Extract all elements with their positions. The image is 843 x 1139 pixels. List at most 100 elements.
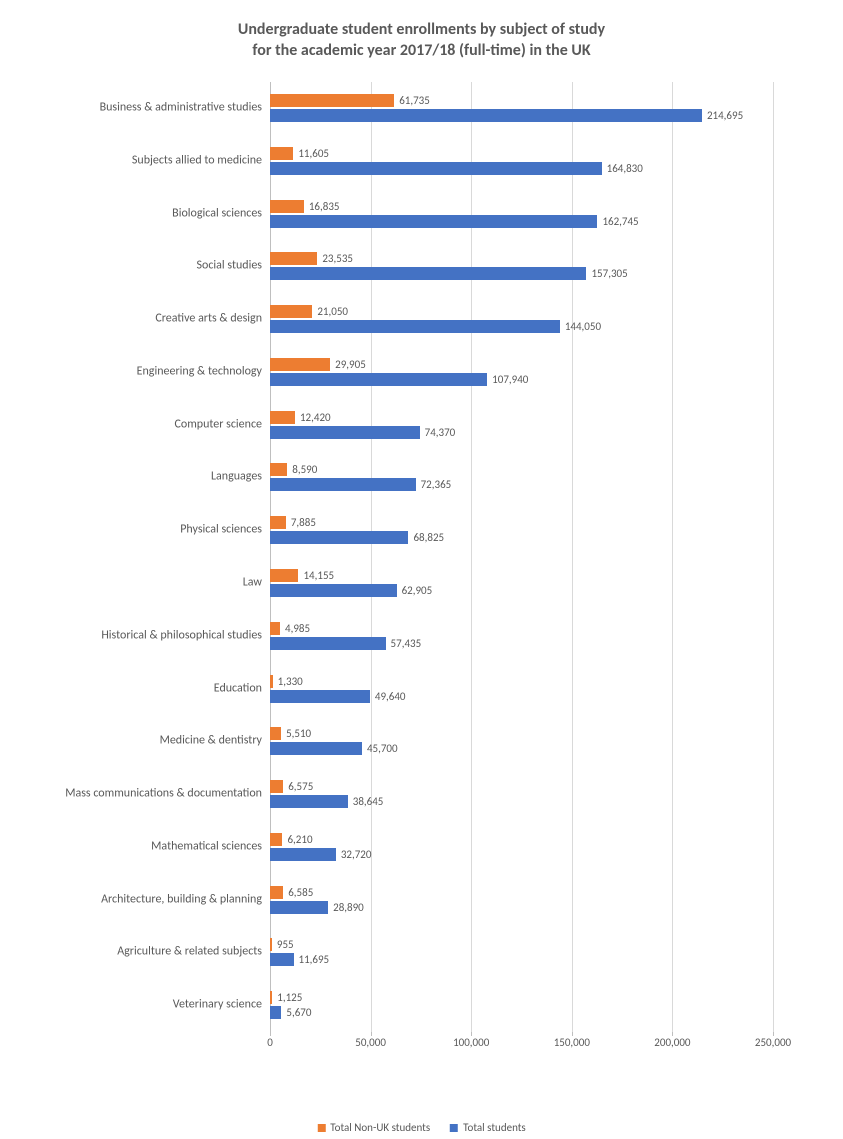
bar-non-uk: 61,735 [270,94,394,107]
category-group: Languages8,59072,365 [270,451,773,504]
bar-non-uk: 8,590 [270,463,287,476]
bar-value-non-uk: 21,050 [312,305,348,318]
bar-non-uk: 16,835 [270,200,304,213]
category-label: Computer science [40,418,270,431]
bar-total: 164,830 [270,162,602,175]
category-group: Architecture, building & planning6,58528… [270,873,773,926]
category-group: Engineering & technology29,905107,940 [270,345,773,398]
category-group: Social studies23,535157,305 [270,240,773,293]
bar-value-total: 28,890 [328,901,364,914]
bar-non-uk: 6,575 [270,780,283,793]
legend-label-non-uk: Total Non-UK students [330,1121,430,1134]
bar-value-non-uk: 29,905 [330,358,366,371]
category-label: Agriculture & related subjects [40,946,270,959]
category-label: Social studies [40,260,270,273]
category-label: Business & administrative studies [40,101,270,114]
bar-total: 157,305 [270,267,586,280]
bar-value-non-uk: 6,575 [283,780,313,793]
category-group: Education1,33049,640 [270,662,773,715]
bar-value-non-uk: 4,985 [280,622,310,635]
category-label: Law [40,576,270,589]
legend-label-total: Total students [463,1121,526,1134]
bar-non-uk: 5,510 [270,727,281,740]
category-label: Engineering & technology [40,365,270,378]
bar-total: 57,435 [270,637,386,650]
bar-total: 11,695 [270,953,294,966]
x-tick-label: 150,000 [554,1036,590,1049]
category-label: Subjects allied to medicine [40,154,270,167]
bar-total: 144,050 [270,320,560,333]
bar-value-total: 68,825 [408,531,444,544]
category-group: Creative arts & design21,050144,050 [270,293,773,346]
category-group: Computer science12,42074,370 [270,398,773,451]
bar-non-uk: 12,420 [270,411,295,424]
category-label: Physical sciences [40,524,270,537]
chart-container: Undergraduate student enrollments by sub… [0,0,843,1139]
bar-value-total: 107,940 [487,373,528,386]
category-label: Biological sciences [40,207,270,220]
bar-total: 38,645 [270,795,348,808]
bar-value-total: 144,050 [560,320,601,333]
x-axis: 050,000100,000150,000200,000250,000 [270,1032,773,1062]
category-label: Creative arts & design [40,312,270,325]
bar-value-total: 74,370 [420,426,456,439]
bar-value-non-uk: 11,605 [293,147,329,160]
bar-non-uk: 955 [270,938,272,951]
category-label: Architecture, building & planning [40,893,270,906]
bar-total: 62,905 [270,584,397,597]
bar-value-total: 57,435 [386,637,422,650]
bar-value-non-uk: 5,510 [281,727,311,740]
category-group: Law14,15562,905 [270,557,773,610]
bar-value-total: 162,745 [597,215,638,228]
bar-total: 162,745 [270,215,597,228]
bar-value-total: 38,645 [348,795,384,808]
bar-value-non-uk: 12,420 [295,411,331,424]
bar-non-uk: 1,330 [270,675,273,688]
bar-total: 107,940 [270,373,487,386]
chart-title-line1: Undergraduate student enrollments by sub… [30,20,813,41]
bar-value-total: 72,365 [416,478,452,491]
gridline [773,82,774,1032]
bar-total: 74,370 [270,426,420,439]
bar-value-total: 5,670 [281,1006,311,1019]
legend-item-non-uk: Total Non-UK students [317,1121,430,1134]
bar-total: 214,695 [270,109,702,122]
category-group: Medicine & dentistry5,51045,700 [270,715,773,768]
category-group: Mass communications & documentation6,575… [270,768,773,821]
category-label: Veterinary science [40,999,270,1012]
bar-value-total: 32,720 [336,848,372,861]
category-group: Mathematical sciences6,21032,720 [270,820,773,873]
chart-title-line2: for the academic year 2017/18 (full-time… [30,41,813,62]
legend: Total Non-UK students Total students [317,1121,525,1134]
bar-total: 28,890 [270,901,328,914]
x-tick-label: 50,000 [355,1036,386,1049]
category-group: Agriculture & related subjects95511,695 [270,926,773,979]
bar-non-uk: 6,210 [270,833,282,846]
bar-value-non-uk: 955 [272,938,294,951]
bar-value-non-uk: 1,330 [273,675,303,688]
x-tick-label: 0 [267,1036,273,1049]
bar-value-total: 62,905 [397,584,433,597]
category-group: Physical sciences7,88568,825 [270,504,773,557]
chart-title: Undergraduate student enrollments by sub… [30,20,813,62]
category-label: Languages [40,471,270,484]
category-label: Education [40,682,270,695]
bar-total: 68,825 [270,531,408,544]
bar-value-total: 157,305 [586,267,627,280]
bar-value-non-uk: 6,585 [283,886,313,899]
bar-non-uk: 14,155 [270,569,298,582]
bar-value-non-uk: 6,210 [282,833,312,846]
bar-non-uk: 1,125 [270,991,272,1004]
bar-total: 5,670 [270,1006,281,1019]
bar-non-uk: 6,585 [270,886,283,899]
bar-total: 49,640 [270,690,370,703]
bar-value-total: 49,640 [370,690,406,703]
bar-value-non-uk: 16,835 [304,200,340,213]
bar-total: 45,700 [270,742,362,755]
category-label: Medicine & dentistry [40,735,270,748]
bar-value-non-uk: 8,590 [287,463,317,476]
category-label: Mass communications & documentation [40,787,270,800]
bars-region: Business & administrative studies61,7352… [270,82,773,1032]
bar-non-uk: 11,605 [270,147,293,160]
category-group: Veterinary science1,1255,670 [270,979,773,1032]
